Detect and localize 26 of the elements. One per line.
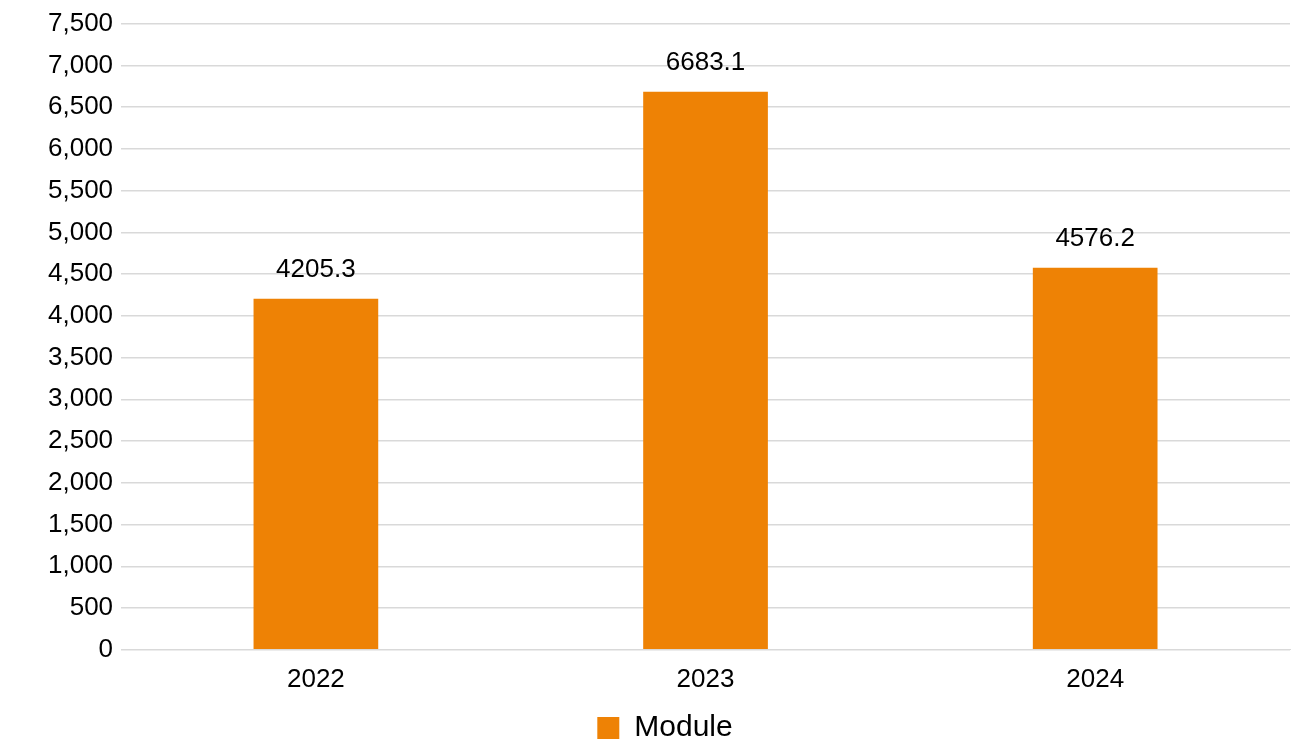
y-tick-label: 2,000 [47, 465, 114, 496]
data-label: 6683.1 [665, 45, 746, 76]
x-tick-label: 2023 [676, 662, 735, 693]
bar [253, 298, 379, 650]
y-tick-label: 4,500 [47, 257, 114, 288]
y-tick-label: 7,000 [47, 48, 114, 79]
bar [1032, 267, 1158, 650]
y-tick-label: 7,500 [47, 6, 114, 37]
y-tick-label: 4,000 [47, 299, 114, 329]
bar [643, 91, 768, 650]
data-label: 4205.3 [276, 252, 356, 283]
y-tick-label: 5,500 [47, 173, 114, 204]
y-tick-label: 500 [69, 591, 114, 622]
y-tick-label: 1,000 [47, 549, 114, 580]
data-label: 4576.2 [1055, 221, 1135, 252]
y-tick-label: 1,500 [47, 507, 114, 538]
y-tick-label: 6,000 [47, 132, 114, 163]
y-tick-label: 5,000 [47, 215, 114, 246]
y-tick-label: 6,500 [47, 90, 114, 121]
legend-label: Module [634, 709, 733, 743]
y-tick-label: 0 [98, 632, 114, 663]
x-tick-label: 2022 [286, 662, 345, 693]
y-tick-label: 2,500 [47, 424, 114, 455]
y-tick-label: 3,000 [47, 382, 114, 413]
y-tick-label: 3,500 [47, 340, 114, 371]
x-tick-label: 2024 [1066, 662, 1125, 693]
